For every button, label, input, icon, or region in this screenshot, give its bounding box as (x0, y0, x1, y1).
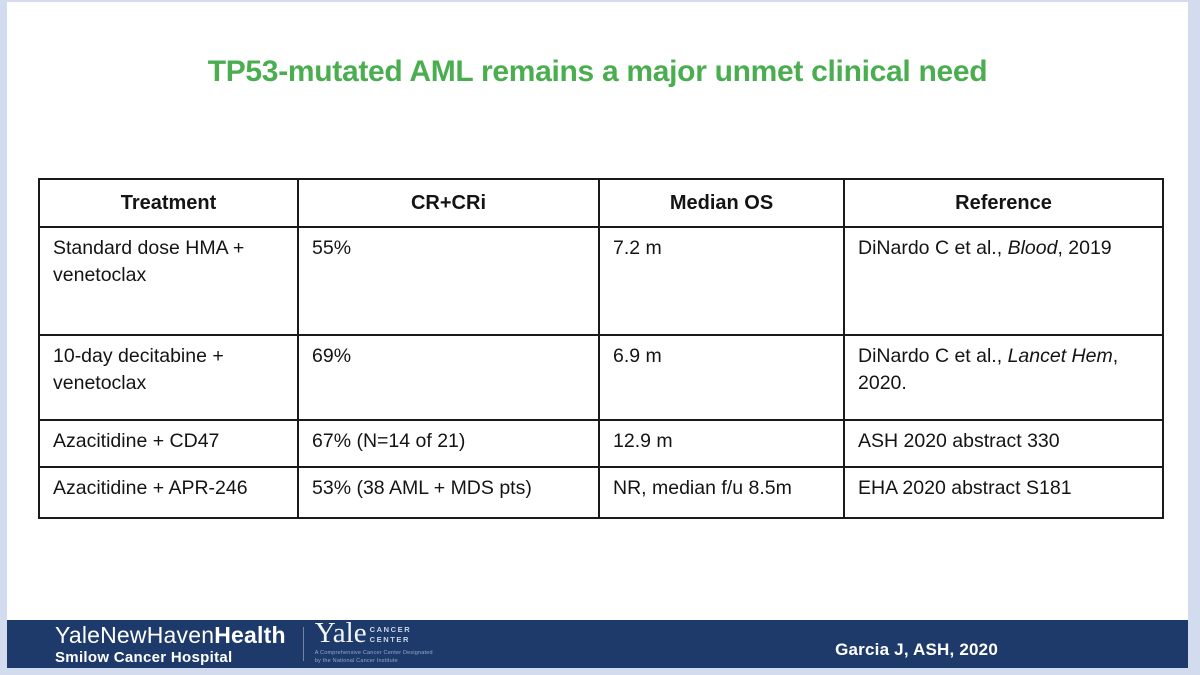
cell-reference: EHA 2020 abstract S181 (843, 466, 1164, 519)
center-label: CENTER (369, 634, 411, 644)
col-header-median-os: Median OS (598, 178, 845, 228)
cell-cr-cri: 55% (297, 226, 600, 336)
treatment-results-table: Treatment CR+CRi Median OS Reference Sta… (38, 178, 1164, 519)
col-header-cr-cri: CR+CRi (297, 178, 600, 228)
cancer-label: CANCER (369, 625, 412, 635)
cell-reference: ASH 2020 abstract 330 (843, 419, 1164, 468)
table-row: 10-day decitabine + venetoclax 69% 6.9 m… (38, 334, 1164, 421)
reference-text: ASH 2020 abstract 330 (858, 430, 1060, 452)
cell-treatment: Azacitidine + CD47 (38, 419, 299, 468)
cell-cr-cri: 69% (297, 334, 600, 421)
cell-reference: DiNardo C et al., Blood, 2019 (843, 226, 1164, 336)
reference-journal: Blood (1007, 237, 1058, 259)
footer-logo-divider (302, 627, 304, 661)
yale-cancer-center-wordmark: Yale CANCER CENTER (314, 617, 433, 650)
reference-journal: Lancet Hem (1007, 345, 1113, 367)
cell-reference: DiNardo C et al., Lancet Hem, 2020. (843, 334, 1164, 421)
nci-designation-line2: by the National Cancer Institute (314, 658, 398, 665)
cell-treatment: Azacitidine + APR-246 (38, 466, 299, 519)
cell-treatment: Standard dose HMA + venetoclax (38, 226, 299, 336)
nci-designation-line1: A Comprehensive Cancer Center Designated (314, 650, 433, 657)
col-header-treatment: Treatment (38, 178, 299, 228)
table-row: Azacitidine + APR-246 53% (38 AML + MDS … (38, 466, 1164, 519)
cell-median-os: 12.9 m (598, 419, 845, 468)
yale-serif-wordmark: Yale (314, 617, 367, 650)
cancer-center-label: CANCER CENTER (370, 625, 412, 644)
table-row: Azacitidine + CD47 67% (N=14 of 21) 12.9… (38, 419, 1164, 468)
slide: TP53-mutated AML remains a major unmet c… (7, 2, 1188, 668)
yale-cancer-center-logo: Yale CANCER CENTER A Comprehensive Cancer… (314, 617, 433, 666)
reference-text: DiNardo C et al., (858, 237, 1008, 259)
table-header-row: Treatment CR+CRi Median OS Reference (38, 178, 1164, 228)
cell-cr-cri: 53% (38 AML + MDS pts) (297, 466, 600, 519)
reference-year: , 2020. (858, 345, 1119, 394)
cell-median-os: 6.9 m (598, 334, 845, 421)
citation-credit: Garcia J, ASH, 2020 (835, 640, 998, 659)
cell-cr-cri: 67% (N=14 of 21) (297, 419, 600, 468)
cell-median-os: NR, median f/u 8.5m (598, 466, 845, 519)
col-header-reference: Reference (843, 178, 1164, 228)
ynhh-wordmark-regular: YaleNewHaven (55, 621, 215, 648)
cell-treatment: 10-day decitabine + venetoclax (38, 334, 299, 421)
yale-new-haven-health-logo: YaleNewHavenHealth Smilow Cancer Hospita… (55, 621, 286, 666)
reference-text: DiNardo C et al., (858, 345, 1008, 367)
nci-designation-text: A Comprehensive Cancer Center Designated… (315, 649, 433, 666)
ynhh-wordmark: YaleNewHavenHealth (55, 621, 286, 648)
slide-title: TP53-mutated AML remains a major unmet c… (207, 55, 988, 88)
smilow-cancer-hospital-label: Smilow Cancer Hospital (55, 648, 233, 666)
table-row: Standard dose HMA + venetoclax 55% 7.2 m… (38, 226, 1164, 336)
footer-bar: YaleNewHavenHealth Smilow Cancer Hospita… (7, 617, 1188, 668)
ynhh-wordmark-bold: Health (214, 621, 286, 648)
reference-text: EHA 2020 abstract S181 (858, 477, 1072, 499)
reference-year: , 2019 (1057, 237, 1112, 259)
cell-median-os: 7.2 m (598, 226, 845, 336)
